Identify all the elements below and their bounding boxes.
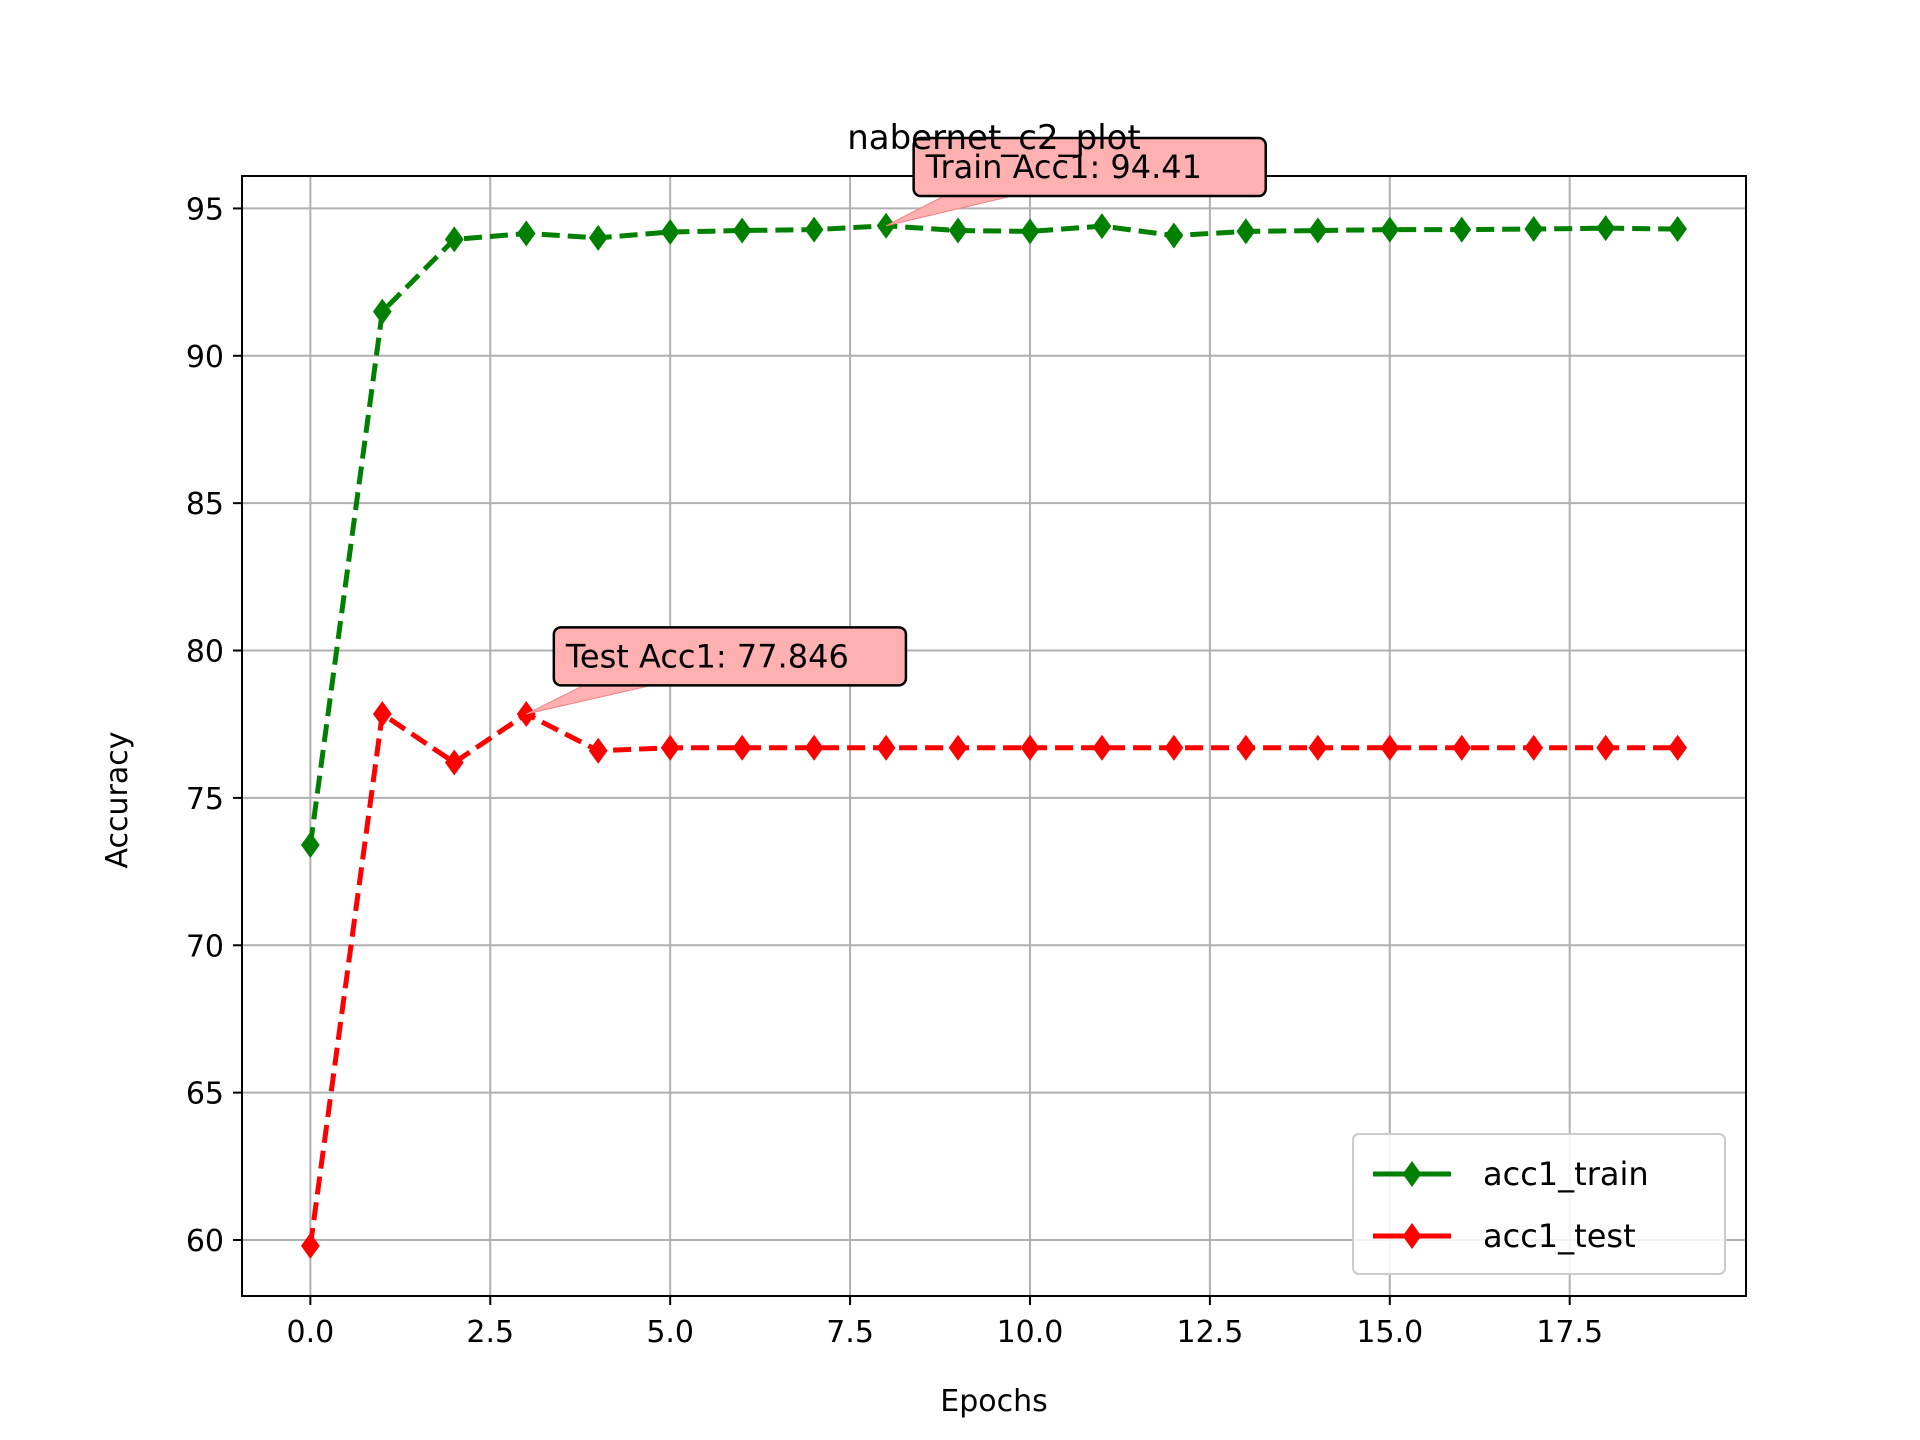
y-tick-label: 70	[186, 929, 224, 964]
x-axis-label: Epochs	[940, 1384, 1048, 1419]
y-tick-label: 90	[186, 340, 224, 375]
x-tick-label: 7.5	[826, 1315, 874, 1350]
y-tick-label: 80	[186, 635, 224, 670]
data-point	[1092, 734, 1112, 761]
legend-marker	[1402, 1223, 1422, 1249]
annotation-box	[552, 626, 908, 687]
x-tick-label: 12.5	[1176, 1315, 1243, 1350]
data-point	[1308, 734, 1328, 761]
series-line	[307, 223, 1678, 846]
data-point	[1380, 734, 1400, 761]
y-tick-label: 85	[186, 487, 224, 522]
x-tick-label: 10.0	[997, 1315, 1064, 1350]
x-tick-label: 15.0	[1356, 1315, 1423, 1350]
grid	[242, 176, 1746, 1296]
legend-label: acc1_train	[1483, 1155, 1649, 1193]
data-point	[876, 734, 896, 761]
data-point	[732, 217, 752, 244]
data-point	[1668, 734, 1687, 761]
data-point	[660, 734, 680, 761]
annotations: Train Acc1: 94.41 Test Acc1: 77.846	[526, 136, 1267, 715]
data-point	[1164, 222, 1184, 249]
annotation-label: Test Acc1: 77.846	[565, 637, 849, 675]
data-point	[1164, 734, 1184, 761]
data-point	[804, 734, 824, 761]
data-point	[372, 701, 392, 728]
data-point	[301, 1232, 320, 1259]
data-point	[516, 220, 536, 247]
ticks: 0.0 2.5 5.0 7.5 10.0 12.5 15.0 17.5 60 65 70 75 80 85…	[186, 192, 1603, 1350]
y-axis-label: Accuracy	[100, 732, 135, 869]
data-point	[1020, 734, 1040, 761]
legend-box	[1352, 1133, 1726, 1275]
y-tick-label: 75	[186, 782, 224, 817]
data-point	[588, 224, 608, 251]
annotation-box	[912, 136, 1267, 198]
data-point	[948, 734, 968, 761]
data-point	[1524, 734, 1544, 761]
data-point	[804, 216, 824, 243]
data-point	[301, 832, 320, 859]
data-point	[948, 217, 968, 244]
data-point	[444, 226, 464, 253]
legend-entry-acc1_test: acc1_test	[1373, 1217, 1636, 1255]
x-tick-label: 5.0	[646, 1315, 694, 1350]
data-point	[1452, 216, 1472, 243]
data-point	[1524, 216, 1544, 243]
annotation-label: Train Acc1: 94.41	[925, 148, 1202, 186]
data-point	[1236, 734, 1256, 761]
y-tick-label: 65	[186, 1077, 224, 1112]
x-tick-label: 2.5	[466, 1315, 514, 1350]
chart-title: nabernet_c2_plot	[847, 118, 1141, 158]
legend-marker	[1402, 1161, 1422, 1187]
data-point	[1596, 734, 1616, 761]
legend: acc1_train acc1_test	[1352, 1133, 1726, 1275]
annotation: Train Acc1: 94.41	[885, 136, 1267, 227]
series-acc1_test	[301, 701, 1687, 1259]
data-point	[660, 219, 680, 245]
x-tick-label: 0.0	[287, 1315, 335, 1350]
data-point	[1668, 216, 1687, 243]
x-tick-label: 17.5	[1536, 1315, 1603, 1350]
series-acc1_train	[301, 212, 1687, 859]
data-point	[1380, 216, 1400, 243]
data-point	[1236, 218, 1256, 245]
data-point	[1020, 218, 1040, 245]
legend-label: acc1_test	[1483, 1217, 1636, 1255]
y-tick-label: 95	[186, 192, 224, 227]
data-point	[444, 749, 464, 776]
series	[301, 212, 1687, 1259]
data-point	[1596, 215, 1616, 242]
data-point	[1308, 217, 1328, 244]
data-point	[1092, 213, 1112, 240]
data-point	[588, 737, 608, 764]
legend-entry-acc1_train: acc1_train	[1373, 1155, 1649, 1193]
y-tick-label: 60	[186, 1224, 224, 1259]
annotation: Test Acc1: 77.846	[526, 626, 908, 715]
data-point	[372, 298, 392, 325]
data-point	[732, 734, 752, 761]
series-line	[307, 709, 1678, 1247]
data-point	[1452, 734, 1472, 761]
